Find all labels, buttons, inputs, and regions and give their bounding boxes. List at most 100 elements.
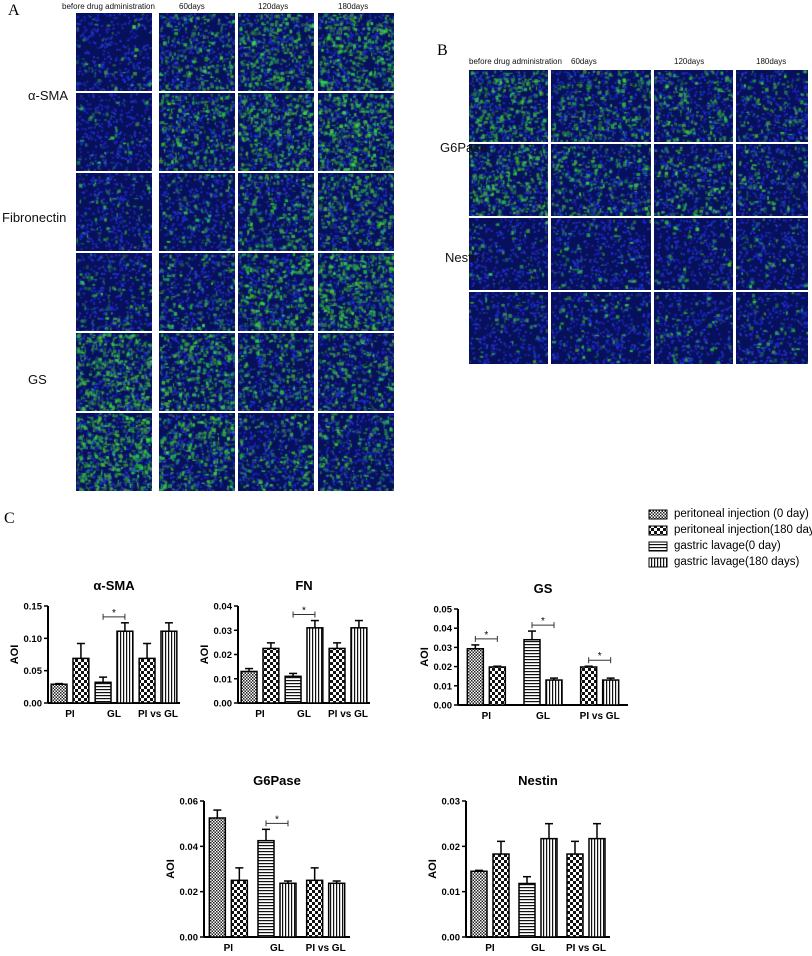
panel-c-letter: C xyxy=(4,510,15,527)
bar xyxy=(230,879,249,938)
legend-swatch xyxy=(648,557,668,567)
bar xyxy=(262,647,280,704)
significance-star: * xyxy=(541,616,545,627)
y-axis-label: AOI xyxy=(427,859,439,879)
panel-b-letter: B xyxy=(437,42,448,59)
significance-star: * xyxy=(484,630,488,641)
micrograph-tile xyxy=(318,173,394,251)
x-tick-label: GL xyxy=(531,943,545,954)
micrograph-tile xyxy=(654,292,733,364)
micrograph-tile xyxy=(159,413,235,491)
micrograph-tile xyxy=(76,413,152,491)
legend-label: peritoneal injection (0 day) xyxy=(674,508,809,520)
y-tick-label: 0.02 xyxy=(434,662,453,673)
bar xyxy=(279,882,297,938)
micrograph-tile xyxy=(736,70,808,142)
y-axis-label: AOI xyxy=(199,645,211,665)
row-label: Fibronectin xyxy=(2,210,67,225)
column-header: 60days xyxy=(179,2,205,11)
micrograph-tile xyxy=(159,173,235,251)
bar xyxy=(588,837,606,938)
bar xyxy=(566,853,584,938)
micrograph-tile xyxy=(736,218,808,290)
bar xyxy=(523,638,541,706)
column-header: 180days xyxy=(756,57,787,66)
y-tick-label: 0.01 xyxy=(434,681,453,692)
column-header: before drug administration xyxy=(469,57,562,66)
micrograph-tile xyxy=(238,13,314,91)
y-tick-label: 0.04 xyxy=(214,602,233,613)
legend-item: gastric lavage(180 days) xyxy=(648,556,799,568)
y-tick-label: 0.04 xyxy=(434,624,453,635)
bar xyxy=(94,681,112,704)
bar xyxy=(306,627,324,704)
chart-title: Nestin xyxy=(518,773,558,788)
x-tick-label: PI vs GL xyxy=(580,711,620,722)
y-tick-label: 0.00 xyxy=(180,933,199,944)
y-axis-label: AOI xyxy=(9,645,21,665)
column-header: 180days xyxy=(338,2,369,11)
y-tick-label: 0.02 xyxy=(214,650,233,661)
micrograph-tile xyxy=(736,144,808,216)
micrograph-tile xyxy=(238,253,314,331)
bar xyxy=(540,837,558,938)
bar xyxy=(470,870,488,938)
x-tick-label: PI xyxy=(65,709,75,720)
micrograph-tile xyxy=(238,173,314,251)
x-tick-label: PI xyxy=(224,943,234,954)
row-label: α-SMA xyxy=(28,88,69,103)
bar xyxy=(116,630,134,704)
significance-star: * xyxy=(302,606,306,617)
y-tick-label: 0.05 xyxy=(24,666,43,677)
bar xyxy=(208,817,227,938)
chart-title: G6Pase xyxy=(253,773,301,788)
row-label: GS xyxy=(28,372,47,387)
legend-swatch xyxy=(648,525,668,535)
legend-swatch xyxy=(648,541,668,551)
bar xyxy=(257,839,275,938)
micrograph-tile xyxy=(551,292,651,364)
x-tick-label: PI vs GL xyxy=(328,709,368,720)
micrograph-tile xyxy=(469,70,548,142)
y-tick-label: 0.01 xyxy=(442,887,461,898)
bar xyxy=(545,679,563,706)
legend-item: peritoneal injection(180 days) xyxy=(648,524,812,536)
y-tick-label: 0.10 xyxy=(24,634,43,645)
y-tick-label: 0.15 xyxy=(24,602,43,613)
y-axis-label: AOI xyxy=(419,647,431,667)
bar xyxy=(350,627,368,704)
micrograph-tile xyxy=(551,70,651,142)
bar xyxy=(328,647,346,704)
panel-a-letter: A xyxy=(8,2,20,19)
column-header: 120days xyxy=(674,57,705,66)
significance-star: * xyxy=(275,814,279,825)
y-axis-label: AOI xyxy=(165,859,177,879)
legend-item: peritoneal injection (0 day) xyxy=(648,508,809,520)
chart-title: α-SMA xyxy=(93,578,135,593)
micrograph-tile xyxy=(469,292,548,364)
y-tick-label: 0.05 xyxy=(434,605,453,616)
micrograph-tile xyxy=(654,218,733,290)
row-label: Nestin xyxy=(445,250,482,265)
micrograph-tile xyxy=(318,13,394,91)
micrograph-tile xyxy=(238,333,314,411)
x-tick-label: PI xyxy=(482,711,492,722)
x-tick-label: PI vs GL xyxy=(566,943,606,954)
micrograph-tile xyxy=(76,13,152,91)
micrograph-tile xyxy=(654,70,733,142)
micrograph-tile xyxy=(238,93,314,171)
chart-title: FN xyxy=(295,578,312,593)
y-tick-label: 0.04 xyxy=(180,842,199,853)
micrograph-tile xyxy=(159,13,235,91)
bar xyxy=(466,647,485,706)
micrograph-tile xyxy=(159,333,235,411)
row-label: G6Pase xyxy=(440,140,487,155)
bar xyxy=(240,670,258,704)
micrograph-tile xyxy=(159,253,235,331)
micrograph-tile xyxy=(318,413,394,491)
bar-charts: α-SMA AOI 0.00 0.05 0.10 0.15 PI GL * PI vs GL FN A… xyxy=(9,578,628,954)
micrograph-tile xyxy=(318,93,394,171)
y-tick-label: 0.02 xyxy=(180,887,199,898)
bar xyxy=(327,882,346,938)
